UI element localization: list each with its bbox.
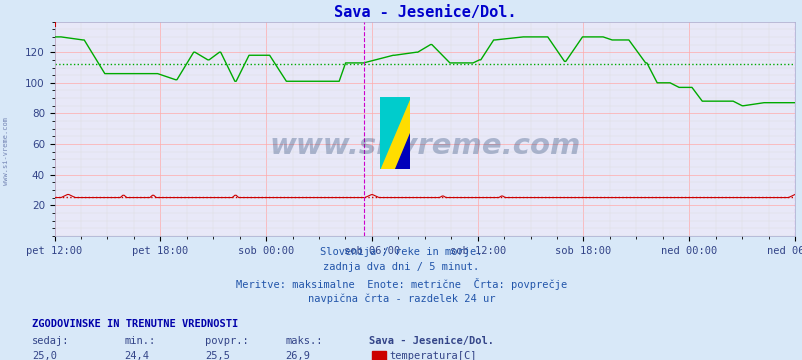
Text: 26,9: 26,9 [285, 351, 310, 360]
Polygon shape [379, 97, 410, 169]
Text: 25,0: 25,0 [32, 351, 57, 360]
Text: navpična črta - razdelek 24 ur: navpična črta - razdelek 24 ur [307, 293, 495, 303]
Text: 25,5: 25,5 [205, 351, 229, 360]
Text: ZGODOVINSKE IN TRENUTNE VREDNOSTI: ZGODOVINSKE IN TRENUTNE VREDNOSTI [32, 319, 238, 329]
Text: temperatura[C]: temperatura[C] [389, 351, 476, 360]
Text: 24,4: 24,4 [124, 351, 149, 360]
Text: maks.:: maks.: [285, 336, 322, 346]
Title: Sava - Jesenice/Dol.: Sava - Jesenice/Dol. [333, 5, 516, 21]
Text: sedaj:: sedaj: [32, 336, 70, 346]
Text: www.si-vreme.com: www.si-vreme.com [3, 117, 10, 185]
Polygon shape [379, 97, 410, 169]
Text: Meritve: maksimalne  Enote: metrične  Črta: povprečje: Meritve: maksimalne Enote: metrične Črta… [236, 278, 566, 289]
Text: Slovenija / reke in morje.: Slovenija / reke in morje. [320, 247, 482, 257]
Text: www.si-vreme.com: www.si-vreme.com [269, 132, 580, 160]
Text: min.:: min.: [124, 336, 156, 346]
Polygon shape [395, 133, 410, 169]
Text: Sava - Jesenice/Dol.: Sava - Jesenice/Dol. [369, 336, 494, 346]
Text: zadnja dva dni / 5 minut.: zadnja dva dni / 5 minut. [323, 262, 479, 272]
Text: povpr.:: povpr.: [205, 336, 248, 346]
